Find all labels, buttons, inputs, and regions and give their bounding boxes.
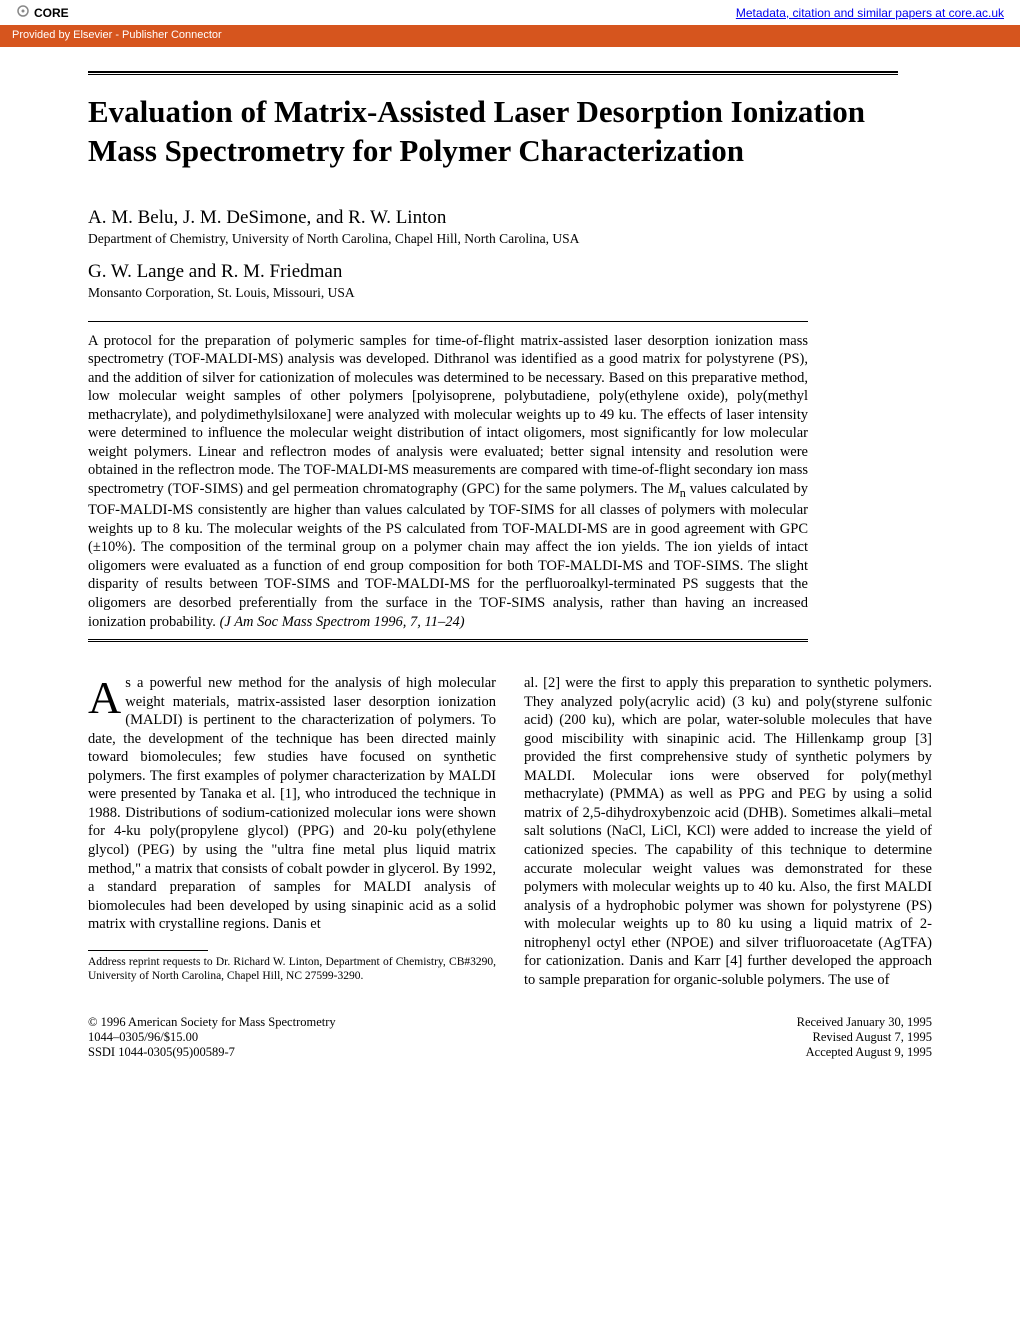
publisher-banner-wrap: Provided by Elsevier - Publisher Connect… (0, 25, 1020, 47)
col1-text: s a powerful new method for the analysis… (88, 675, 496, 932)
abstract-text: A protocol for the preparation of polyme… (88, 332, 808, 632)
abstract-part2: values calculated by TOF-MALDI-MS consis… (88, 481, 808, 630)
authors-line-1: A. M. Belu, J. M. DeSimone, and R. W. Li… (88, 207, 932, 229)
core-logo-text: CORE (34, 6, 69, 20)
top-double-rule (88, 71, 898, 75)
core-icon (16, 4, 30, 21)
received-date: Received January 30, 1995 (797, 1015, 932, 1030)
author-block-2: G. W. Lange and R. M. Friedman Monsanto … (88, 261, 932, 301)
abstract-section: A protocol for the preparation of polyme… (88, 321, 932, 643)
col2-text: al. [2] were the first to apply this pre… (524, 674, 932, 989)
core-logo: CORE (16, 4, 69, 21)
body-columns: As a powerful new method for the analysi… (88, 674, 932, 989)
page-footer: © 1996 American Society for Mass Spectro… (88, 1015, 932, 1060)
abstract-bottom-rule (88, 639, 808, 642)
column-left: As a powerful new method for the analysi… (88, 674, 496, 989)
core-metadata-link[interactable]: Metadata, citation and similar papers at… (736, 6, 1004, 20)
page-content: Evaluation of Matrix-Assisted Laser Deso… (0, 51, 1020, 1090)
revised-date: Revised August 7, 1995 (797, 1030, 932, 1045)
dropcap: A (88, 674, 125, 717)
footer-left: © 1996 American Society for Mass Spectro… (88, 1015, 336, 1060)
abstract-citation: (J Am Soc Mass Spectrom 1996, 7, 11–24) (220, 614, 465, 630)
core-header: CORE Metadata, citation and similar pape… (0, 0, 1020, 25)
reprint-footnote: Address reprint requests to Dr. Richard … (88, 955, 496, 984)
affiliation-2: Monsanto Corporation, St. Louis, Missour… (88, 285, 932, 301)
footnote-rule (88, 950, 208, 951)
article-title: Evaluation of Matrix-Assisted Laser Deso… (88, 93, 932, 171)
footer-right: Received January 30, 1995 Revised August… (797, 1015, 932, 1060)
abstract-top-rule (88, 321, 808, 322)
authors-line-2: G. W. Lange and R. M. Friedman (88, 261, 932, 283)
abstract-part1: A protocol for the preparation of polyme… (88, 333, 808, 497)
author-block-1: A. M. Belu, J. M. DeSimone, and R. W. Li… (88, 207, 932, 247)
mn-symbol: M (668, 481, 680, 497)
publisher-banner: Provided by Elsevier - Publisher Connect… (0, 25, 234, 45)
copyright-line: © 1996 American Society for Mass Spectro… (88, 1015, 336, 1030)
accepted-date: Accepted August 9, 1995 (797, 1045, 932, 1060)
affiliation-1: Department of Chemistry, University of N… (88, 231, 932, 247)
body-para-1: As a powerful new method for the analysi… (88, 674, 496, 934)
column-right: al. [2] were the first to apply this pre… (524, 674, 932, 989)
ssdi-line: SSDI 1044-0305(95)00589-7 (88, 1045, 336, 1060)
price-line: 1044–0305/96/$15.00 (88, 1030, 336, 1045)
